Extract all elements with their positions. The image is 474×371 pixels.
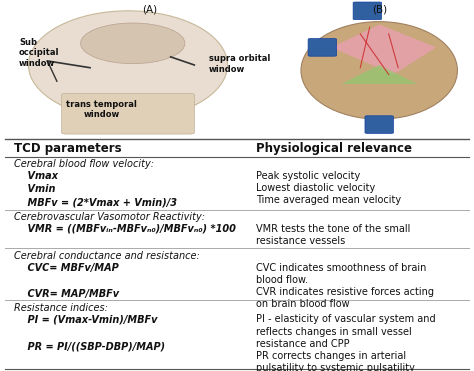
Text: Sub
occipital
window: Sub occipital window [19,38,59,68]
Text: PI = (Vmax-Vmin)/MBFv: PI = (Vmax-Vmin)/MBFv [14,315,158,325]
Text: Physiological relevance: Physiological relevance [256,142,412,155]
Text: Vmax: Vmax [14,171,58,181]
Text: resistance and CPP: resistance and CPP [256,339,350,349]
Text: reflects changes in small vessel: reflects changes in small vessel [256,327,412,337]
Text: MBFv = (2*Vmax + Vmin)/3: MBFv = (2*Vmax + Vmin)/3 [14,198,177,208]
Text: on brain blood flow: on brain blood flow [256,299,350,309]
Text: CVC= MBFv/MAP: CVC= MBFv/MAP [14,263,119,273]
Text: Cerebral blood flow velocity:: Cerebral blood flow velocity: [14,160,154,170]
Text: Cerebral conductance and resistance:: Cerebral conductance and resistance: [14,251,200,261]
Ellipse shape [301,22,457,119]
Text: PR = PI/((SBP-DBP)/MAP): PR = PI/((SBP-DBP)/MAP) [14,341,165,351]
Text: Vmin: Vmin [14,184,56,194]
Text: Peak systolic velocity: Peak systolic velocity [256,171,360,181]
FancyBboxPatch shape [62,93,194,134]
Text: Cerebrovascular Vasomotor Reactivity:: Cerebrovascular Vasomotor Reactivity: [14,213,205,223]
Text: (B): (B) [372,4,387,14]
Text: VMR = ((MBFvᵢₙ-MBFvₙ₀)/MBFvₙ₀) *100: VMR = ((MBFvᵢₙ-MBFvₙ₀)/MBFvₙ₀) *100 [14,224,236,234]
Text: CVC indicates smoothness of brain: CVC indicates smoothness of brain [256,263,426,273]
Ellipse shape [28,11,228,119]
Text: trans temporal
window: trans temporal window [66,100,137,119]
Text: TCD parameters: TCD parameters [14,142,122,155]
Text: (A): (A) [142,4,157,14]
Polygon shape [341,65,417,84]
Ellipse shape [81,23,185,64]
Text: CVR indicates resistive forces acting: CVR indicates resistive forces acting [256,287,434,297]
Text: supra orbital
window: supra orbital window [209,54,270,73]
Text: blood flow.: blood flow. [256,275,308,285]
Text: PR corrects changes in arterial: PR corrects changes in arterial [256,351,406,361]
Text: resistance vessels: resistance vessels [256,236,345,246]
Text: Lowest diastolic velocity: Lowest diastolic velocity [256,183,375,193]
FancyBboxPatch shape [365,116,393,134]
Text: PI - elasticity of vascular system and: PI - elasticity of vascular system and [256,315,436,325]
Text: pulsatility to systemic pulsatility: pulsatility to systemic pulsatility [256,364,415,371]
Text: Time averaged mean velocity: Time averaged mean velocity [256,195,401,205]
Text: Resistance indices:: Resistance indices: [14,303,108,313]
Text: VMR tests the tone of the small: VMR tests the tone of the small [256,224,410,234]
Text: CVR= MAP/MBFv: CVR= MAP/MBFv [14,289,119,299]
Polygon shape [332,24,436,75]
FancyBboxPatch shape [308,39,337,56]
FancyBboxPatch shape [353,2,382,20]
